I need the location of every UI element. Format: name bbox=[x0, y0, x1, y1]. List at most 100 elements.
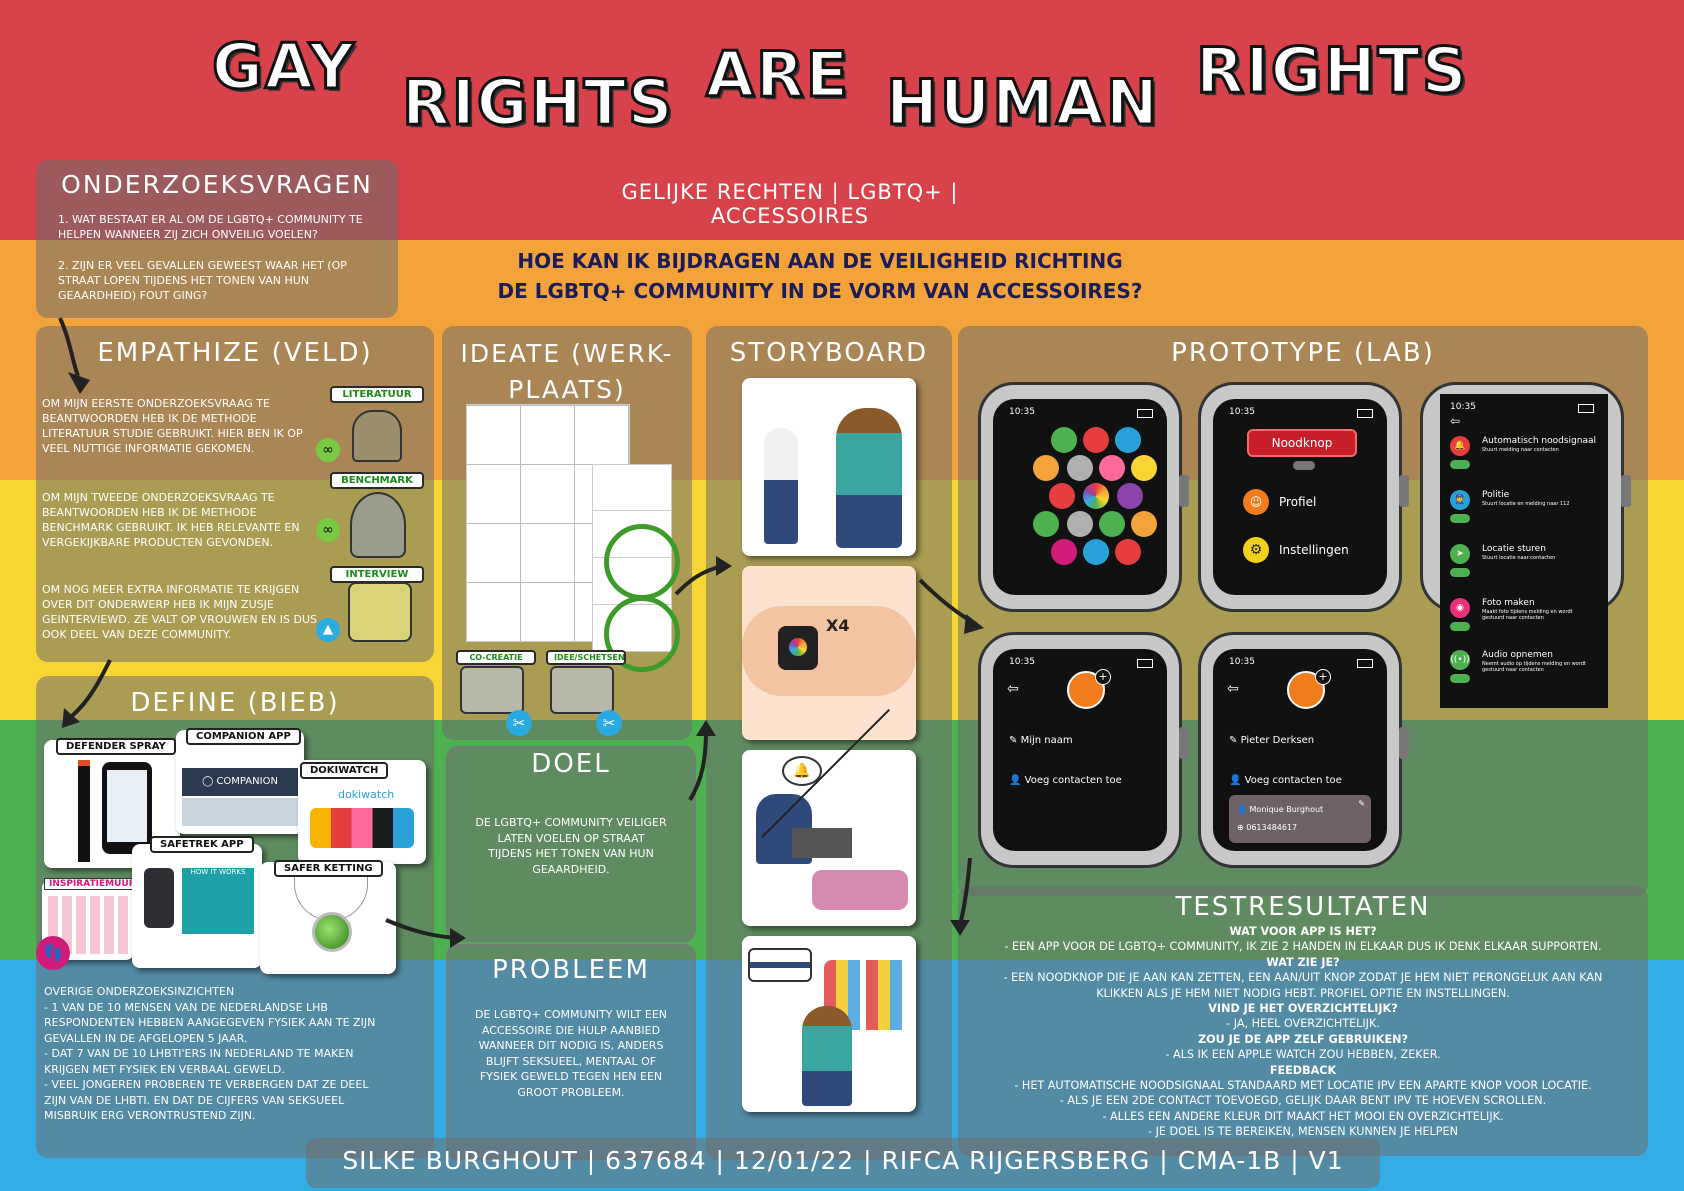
feature-sub: Maakt foto tijdens melding en wordt gest… bbox=[1482, 609, 1573, 621]
noodknop-toggle[interactable] bbox=[1293, 461, 1315, 470]
app-bubble[interactable] bbox=[1083, 427, 1109, 453]
highlight-circle-2 bbox=[604, 596, 680, 672]
app-bubble[interactable] bbox=[1099, 511, 1125, 537]
feature-toggle[interactable] bbox=[1450, 460, 1470, 469]
back-arrow-icon[interactable]: ⇦ bbox=[1227, 681, 1239, 697]
back-arrow-icon[interactable]: ⇦ bbox=[1450, 414, 1461, 428]
app-bubble[interactable] bbox=[1033, 511, 1059, 537]
name-field[interactable]: ✎ Pieter Derksen bbox=[1229, 735, 1315, 746]
watch-crown[interactable] bbox=[1399, 474, 1409, 507]
time-label: 10:35 bbox=[1229, 407, 1255, 417]
app-bubble[interactable] bbox=[1051, 539, 1077, 565]
app-bubble[interactable] bbox=[1049, 483, 1075, 509]
ideate-title-line2: PLAATS) bbox=[508, 375, 626, 404]
app-bubble[interactable] bbox=[1115, 427, 1141, 453]
empathize-title: EMPATHIZE (VELD) bbox=[97, 338, 373, 368]
profile-icon[interactable]: ☺ bbox=[1243, 489, 1269, 515]
time-label: 10:35 bbox=[1229, 657, 1255, 667]
settings-icon[interactable]: ⚙ bbox=[1243, 537, 1269, 563]
card-safer-ketting bbox=[260, 862, 396, 974]
back-arrow-icon[interactable]: ⇦ bbox=[1007, 681, 1019, 697]
app-bubble[interactable] bbox=[1115, 539, 1141, 565]
insight-1: - 1 VAN DE 10 MENSEN VAN DE NEDERLANDSE … bbox=[44, 1000, 376, 1045]
main-question-line2: DE LGBTQ+ COMMUNITY IN DE VORM VAN ACCES… bbox=[497, 279, 1143, 303]
test-answer: - HET AUTOMATISCHE NOODSIGNAAL STANDAARD… bbox=[1014, 1079, 1592, 1093]
feature-toggle[interactable] bbox=[1450, 674, 1470, 683]
smartwatch-icon bbox=[778, 626, 818, 670]
app-bubble[interactable] bbox=[1083, 539, 1109, 565]
necklace-pendant bbox=[312, 912, 352, 952]
prototype-title: PROTOTYPE (LAB) bbox=[1171, 338, 1435, 368]
ideate-title: IDEATE (WERK- PLAATS) bbox=[442, 336, 692, 408]
title-word-human: HUMAN bbox=[885, 65, 1160, 141]
app-bubble[interactable] bbox=[1099, 455, 1125, 481]
app-bubble[interactable] bbox=[1067, 511, 1093, 537]
watch-crown[interactable] bbox=[1399, 727, 1409, 759]
feature-toggle[interactable] bbox=[1450, 568, 1470, 577]
dokiwatch-logo: dokiwatch bbox=[338, 788, 395, 801]
voeg-contacten-button[interactable]: 👤 Voeg contacten toe bbox=[1229, 775, 1342, 786]
feature-title: Audio opnemen bbox=[1482, 650, 1553, 660]
storyboard-frame-4 bbox=[742, 936, 916, 1112]
app-bubble[interactable] bbox=[1131, 455, 1157, 481]
test-answer: - ALLES EEN ANDERE KLEUR DIT MAAKT HET M… bbox=[1102, 1109, 1504, 1123]
battery-icon bbox=[1357, 659, 1373, 668]
feature-sub: Stuurt melding naar contacten bbox=[1482, 447, 1559, 453]
watch-home-screen: 10:35 bbox=[978, 382, 1189, 612]
add-photo-icon[interactable]: + bbox=[1095, 669, 1111, 685]
onderzoeksvragen-panel: ONDERZOEKSVRAGEN 1. WAT BESTAAT ER AL OM… bbox=[36, 160, 398, 318]
watch-crown[interactable] bbox=[1621, 474, 1631, 507]
test-answer: - JE DOEL IS TE BEREIKEN, MENSEN KUNNEN … bbox=[1148, 1125, 1458, 1139]
contact-phone: ⊕ 0613484617 bbox=[1237, 823, 1298, 832]
app-bubble[interactable] bbox=[1033, 455, 1059, 481]
main-question: HOE KAN IK BIJDRAGEN AAN DE VEILIGHEID R… bbox=[450, 246, 1190, 306]
app-bubble[interactable] bbox=[1117, 483, 1143, 509]
co-creatie-illustration bbox=[460, 666, 524, 714]
tag-benchmark: BENCHMARK bbox=[330, 472, 424, 489]
noodknop-button[interactable]: Noodknop bbox=[1247, 429, 1357, 457]
time-label: 10:35 bbox=[1009, 657, 1035, 667]
feature-title: Automatisch noodsignaal bbox=[1482, 436, 1596, 446]
add-photo-icon[interactable]: + bbox=[1315, 669, 1331, 685]
card-companion-app: ◯ COMPANION bbox=[176, 730, 304, 834]
watch-crown[interactable] bbox=[1179, 727, 1189, 759]
tag-co-creatie: CO-CREATIE bbox=[456, 650, 536, 665]
feature-toggle[interactable] bbox=[1450, 514, 1470, 523]
testresultaten-title: TESTRESULTATEN bbox=[1175, 892, 1431, 922]
alarm-icon: 🔔 bbox=[1450, 436, 1470, 456]
instellingen-item[interactable]: Instellingen bbox=[1279, 543, 1349, 557]
label-companion-app: COMPANION APP bbox=[186, 728, 301, 745]
lgbtq-app-icon[interactable] bbox=[1083, 483, 1109, 509]
doel-title: DOEL bbox=[531, 749, 611, 779]
tag-literatuur: LITERATUUR bbox=[330, 386, 424, 403]
app-bubble[interactable] bbox=[1131, 511, 1157, 537]
feature-toggle[interactable] bbox=[1450, 622, 1470, 631]
doel-text: DE LGBTQ+ COMMUNITY VEILIGER LATEN VOELE… bbox=[475, 816, 667, 876]
mijn-naam-field[interactable]: ✎ Mijn naam bbox=[1009, 735, 1073, 746]
watch-screen-home: 10:35 bbox=[993, 399, 1167, 595]
safetrek-phone bbox=[144, 868, 174, 928]
insights-title: OVERIGE ONDERZOEKSINZICHTEN bbox=[44, 985, 235, 998]
app-bubble[interactable] bbox=[1067, 455, 1093, 481]
profiel-item[interactable]: Profiel bbox=[1279, 495, 1317, 509]
interview-illustration bbox=[348, 582, 412, 642]
onderzoeksvraag-1: 1. WAT BESTAAT ER AL OM DE LGBTQ+ COMMUN… bbox=[58, 213, 363, 241]
app-bubble[interactable] bbox=[1051, 427, 1077, 453]
watch-screen-menu: 10:35 Noodknop ☺ Profiel ⚙ Instellingen bbox=[1213, 399, 1387, 595]
owl-illustration bbox=[352, 410, 402, 462]
edit-icon[interactable]: ✎ bbox=[1358, 799, 1365, 808]
test-question: FEEDBACK bbox=[1269, 1063, 1337, 1077]
probleem-title: PROBLEEM bbox=[492, 955, 650, 985]
scissors-icon: ✂ bbox=[596, 710, 622, 736]
mijn-naam-label: Mijn naam bbox=[1020, 735, 1073, 746]
spray-product bbox=[78, 760, 90, 862]
contact-card[interactable]: 👤 Monique Burghout ⊕ 0613484617 ✎ bbox=[1229, 795, 1371, 843]
victim-figure bbox=[764, 428, 798, 544]
footer-bar: SILKE BURGHOUT | 637684 | 12/01/22 | RIF… bbox=[306, 1138, 1380, 1188]
girls-illustration bbox=[350, 492, 406, 558]
contact-name-value: Monique Burghout bbox=[1249, 805, 1324, 814]
watch-profile-empty: 10:35 ⇦ + ✎ Mijn naam 👤 Voeg contacten t… bbox=[978, 632, 1189, 868]
watch-crown[interactable] bbox=[1179, 474, 1189, 507]
voeg-contacten-button[interactable]: 👤 Voeg contacten toe bbox=[1009, 775, 1122, 786]
feature-sub: Neemt audio op tijdens melding en wordt … bbox=[1482, 661, 1586, 673]
